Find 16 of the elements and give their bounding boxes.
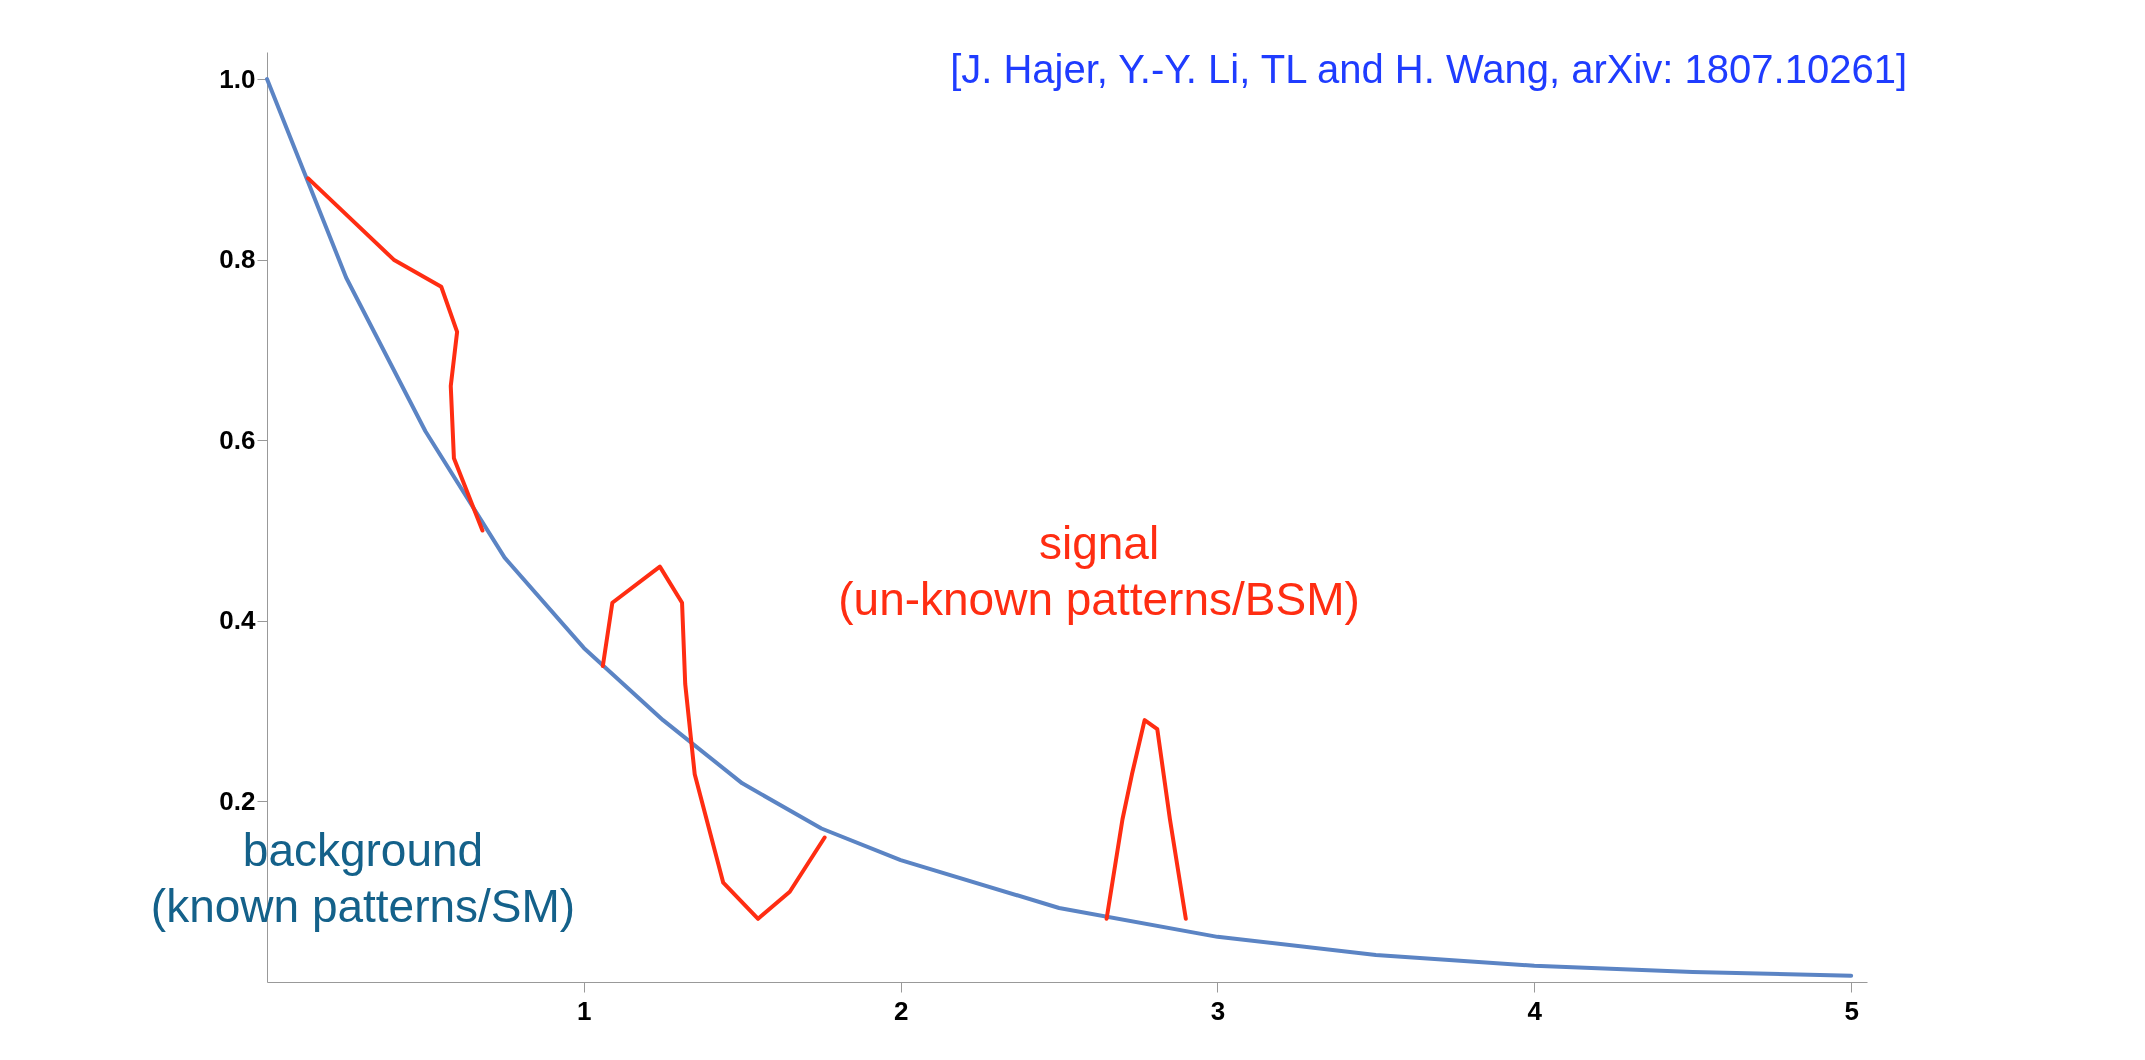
annotation: background (known patterns/SM) bbox=[150, 823, 576, 932]
y-tick-label: 1.0 bbox=[219, 63, 256, 94]
line-series bbox=[600, 564, 827, 921]
x-tick-label: 5 bbox=[1844, 995, 1859, 1026]
y-tick-label: 0.8 bbox=[219, 244, 256, 275]
x-tick-label: 3 bbox=[1210, 995, 1226, 1026]
y-tick-label: 0.4 bbox=[219, 605, 257, 636]
x-tick-label: 1 bbox=[577, 995, 592, 1026]
annotation: signal (un-known patterns/BSM) bbox=[838, 516, 1360, 625]
annotation: [J. Hajer, Y.-Y. Li, TL and H. Wang, arXiv: 1807.10261] bbox=[950, 46, 1907, 91]
x-tick-label: 4 bbox=[1527, 995, 1543, 1026]
line-series bbox=[1104, 718, 1188, 921]
y-tick-label: 0.6 bbox=[219, 424, 256, 455]
line-series bbox=[306, 176, 485, 533]
y-tick-label: 0.2 bbox=[219, 785, 256, 816]
x-tick-label: 2 bbox=[893, 995, 909, 1026]
